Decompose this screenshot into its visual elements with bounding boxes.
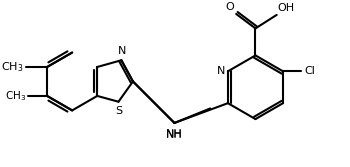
- Text: N: N: [217, 66, 225, 76]
- Text: S: S: [115, 106, 122, 116]
- Text: OH: OH: [278, 3, 295, 13]
- Text: NH: NH: [166, 130, 183, 140]
- Text: CH$_3$: CH$_3$: [5, 89, 26, 103]
- Text: NH: NH: [166, 129, 183, 139]
- Text: N: N: [118, 46, 126, 56]
- Text: Cl: Cl: [304, 66, 315, 76]
- Text: CH$_3$: CH$_3$: [1, 60, 24, 74]
- Text: O: O: [225, 2, 234, 12]
